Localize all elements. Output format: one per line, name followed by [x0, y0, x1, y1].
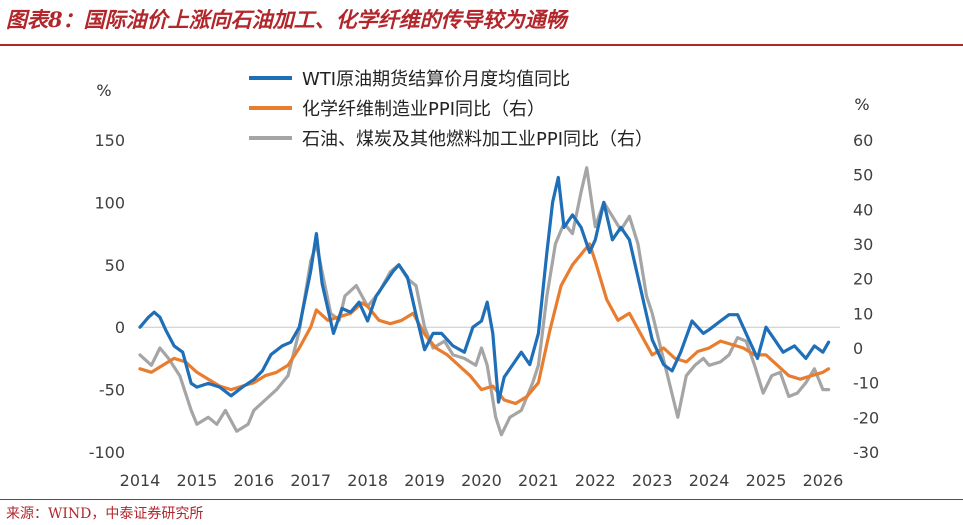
right-tick-label: 10	[853, 304, 873, 323]
x-tick-label: 2023	[632, 471, 673, 490]
right-tick-label: -20	[853, 408, 879, 427]
x-tick-label: 2024	[689, 471, 730, 490]
right-axis-unit: %	[854, 95, 869, 114]
left-tick-label: -100	[89, 443, 125, 462]
right-tick-label: 20	[853, 270, 873, 289]
left-tick-label: 0	[115, 318, 125, 337]
x-tick-label: 2019	[404, 471, 445, 490]
right-tick-label: -30	[853, 443, 879, 462]
x-tick-label: 2014	[120, 471, 161, 490]
x-tick-label: 2018	[347, 471, 388, 490]
right-tick-label: -10	[853, 374, 879, 393]
x-tick-label: 2016	[233, 471, 274, 490]
left-tick-label: -50	[99, 381, 125, 400]
title-rule	[0, 44, 963, 46]
left-tick-label: 100	[94, 193, 125, 212]
left-axis-unit: %	[96, 81, 111, 100]
right-tick-label: 60	[853, 131, 873, 150]
figure-title: 图表8：国际油价上涨向石油加工、化学纤维的传导较为通畅	[6, 7, 567, 32]
right-tick-label: 40	[853, 200, 873, 219]
x-tick-label: 2025	[746, 471, 787, 490]
right-tick-label: 0	[853, 339, 863, 358]
axes: %-100-50050100150%-30-20-100102030405060…	[89, 81, 879, 490]
x-tick-label: 2017	[290, 471, 331, 490]
x-tick-label: 2021	[518, 471, 559, 490]
left-tick-label: 150	[94, 131, 125, 150]
source-note: 来源：WIND，中泰证券研究所	[6, 506, 204, 522]
left-tick-label: 50	[105, 256, 125, 275]
series-layer	[138, 166, 831, 437]
x-tick-label: 2015	[177, 471, 218, 490]
legend-label: WTI原油期货结算价月度均值同比	[302, 69, 570, 90]
x-tick-label: 2020	[461, 471, 502, 490]
legend-label: 石油、煤炭及其他燃料加工业PPI同比（右）	[302, 129, 653, 150]
legend-label: 化学纤维制造业PPI同比（右）	[302, 99, 545, 120]
series-line	[138, 166, 831, 437]
source-rule	[0, 499, 963, 500]
x-tick-label: 2026	[803, 471, 844, 490]
series-line	[138, 242, 831, 406]
right-tick-label: 50	[853, 166, 873, 185]
series-line	[138, 175, 831, 404]
right-tick-label: 30	[853, 235, 873, 254]
x-tick-label: 2022	[575, 471, 616, 490]
